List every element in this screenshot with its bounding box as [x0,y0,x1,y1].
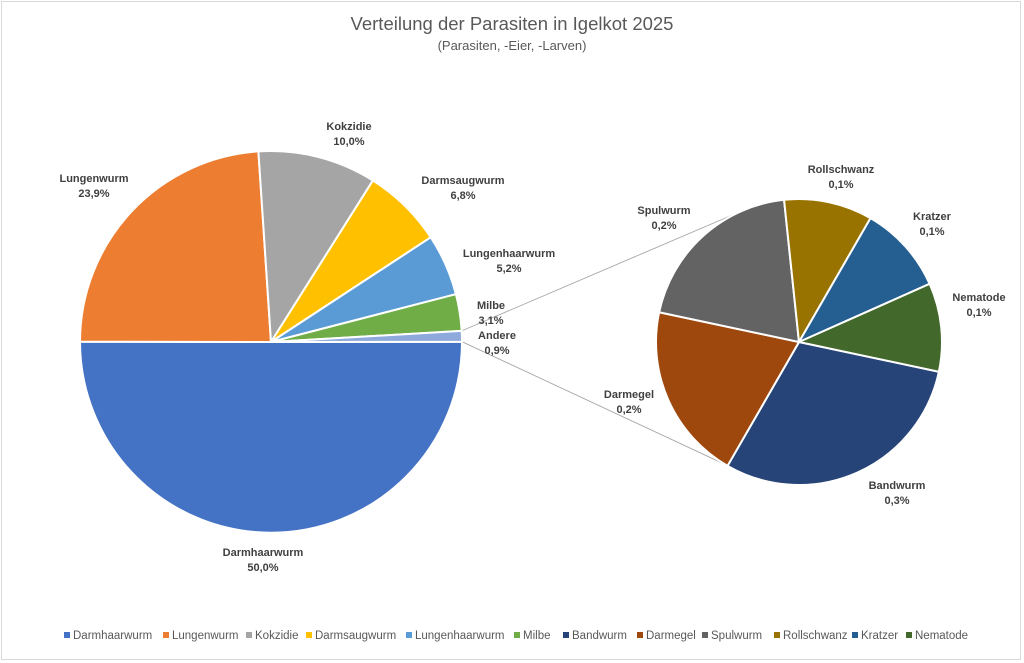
data-label-name: Kratzer [913,211,952,223]
data-label-name: Darmegel [604,389,654,401]
data-label-value: 0,3% [884,495,909,507]
secondary-slice-darmegel [655,311,800,467]
legend-label-lungenwurm: Lungenwurm [172,630,238,642]
legend-label-darmhaarwurm: Darmhaarwurm [73,630,152,642]
data-label-value: 5,2% [496,263,521,275]
data-label-andere: Andere 0,9% [478,330,516,357]
secondary-slice-rollschwanz [783,198,872,343]
legend-label-nematode: Nematode [915,630,968,642]
data-label-name: Lungenwurm [59,173,128,185]
legend-label-milbe: Milbe [523,630,550,642]
data-label-milbe: Milbe 3,1% [477,300,505,327]
legend-marker-darmegel [637,632,643,638]
legend-label-kokzidie: Kokzidie [255,630,298,642]
data-label-value: 0,1% [919,226,944,238]
legend-label-spulwurm: Spulwurm [711,630,762,642]
data-label-lungenwurm: Lungenwurm 23,9% [59,173,128,200]
data-label-value: 10,0% [333,136,364,148]
data-label-lungenhaarwurm: Lungenhaarwurm 5,2% [463,248,556,275]
data-labels: Darmhaarwurm 50,0% Lungenwurm 23,9% Kokzidie… [59,121,1005,574]
legend-marker-rollschwanz [774,632,780,638]
data-label-value: 0,9% [484,345,509,357]
data-label-nematode: Nematode 0,1% [952,292,1005,319]
secondary-slice-bandwurm [726,341,940,486]
legend-marker-bandwurm [563,632,569,638]
legend-label-lungenhaarwurm: Lungenhaarwurm [415,630,505,642]
connector-line-top [461,210,742,332]
secondary-pie [655,198,943,486]
data-label-value: 0,2% [651,220,676,232]
data-label-kokzidie: Kokzidie 10,0% [326,121,371,148]
pie-slice-andere [270,329,463,343]
data-label-name: Rollschwanz [808,164,875,176]
legend-marker-darmsaugwurm [306,632,312,638]
data-label-value: 0,2% [616,404,641,416]
legend-label-kratzer: Kratzer [861,630,898,642]
data-label-name: Bandwurm [869,480,926,492]
data-label-spulwurm: Spulwurm 0,2% [637,205,690,232]
legend-marker-lungenhaarwurm [406,632,412,638]
data-label-name: Milbe [477,300,505,312]
pie-slice-darmhaarwurm [79,340,463,534]
legend-marker-darmhaarwurm [64,632,70,638]
data-label-darmsaugwurm: Darmsaugwurm 6,8% [421,175,504,202]
data-label-value: 3,1% [478,315,503,327]
data-label-name: Spulwurm [637,205,690,217]
legend-marker-spulwurm [702,632,708,638]
data-label-name: Kokzidie [326,121,371,133]
secondary-slice-spulwurm [658,198,800,343]
secondary-slice-kratzer [798,217,931,343]
legend-label-darmsaugwurm: Darmsaugwurm [315,630,396,642]
data-label-name: Andere [478,330,516,342]
pie-slice-kokzidie [257,150,374,343]
legend: Darmhaarwurm Lungenwurm Kokzidie Darmsaugwu… [64,630,968,642]
legend-label-bandwurm: Bandwurm [572,630,627,642]
connector-line-bottom [461,341,726,465]
main-pie [79,150,463,534]
data-label-value: 6,8% [450,190,475,202]
secondary-slice-nematode [798,282,943,373]
data-label-rollschwanz: Rollschwanz 0,1% [808,164,875,191]
data-label-darmhaarwurm: Darmhaarwurm 50,0% [223,547,304,574]
legend-marker-kratzer [852,632,858,638]
data-label-bandwurm: Bandwurm 0,3% [869,480,926,507]
legend-label-rollschwanz: Rollschwanz [783,630,848,642]
data-label-name: Darmsaugwurm [421,175,504,187]
chart-subtitle: (Parasiten, -Eier, -Larven) [438,38,587,53]
data-label-value: 0,1% [966,307,991,319]
data-label-name: Nematode [952,292,1005,304]
data-label-value: 50,0% [247,562,278,574]
data-label-name: Darmhaarwurm [223,547,304,559]
legend-marker-lungenwurm [163,632,169,638]
legend-marker-kokzidie [246,632,252,638]
chart-title: Verteilung der Parasiten in Igelkot 2025 [351,13,674,34]
legend-marker-milbe [514,632,520,638]
legend-marker-nematode [906,632,912,638]
data-label-value: 0,1% [828,179,853,191]
data-label-kratzer: Kratzer 0,1% [913,211,952,238]
legend-label-darmegel: Darmegel [646,630,696,642]
pie-slice-lungenwurm [79,150,272,343]
data-label-value: 23,9% [78,188,109,200]
connector-lines [461,210,742,465]
data-label-name: Lungenhaarwurm [463,248,556,260]
data-label-darmegel: Darmegel 0,2% [604,389,654,416]
